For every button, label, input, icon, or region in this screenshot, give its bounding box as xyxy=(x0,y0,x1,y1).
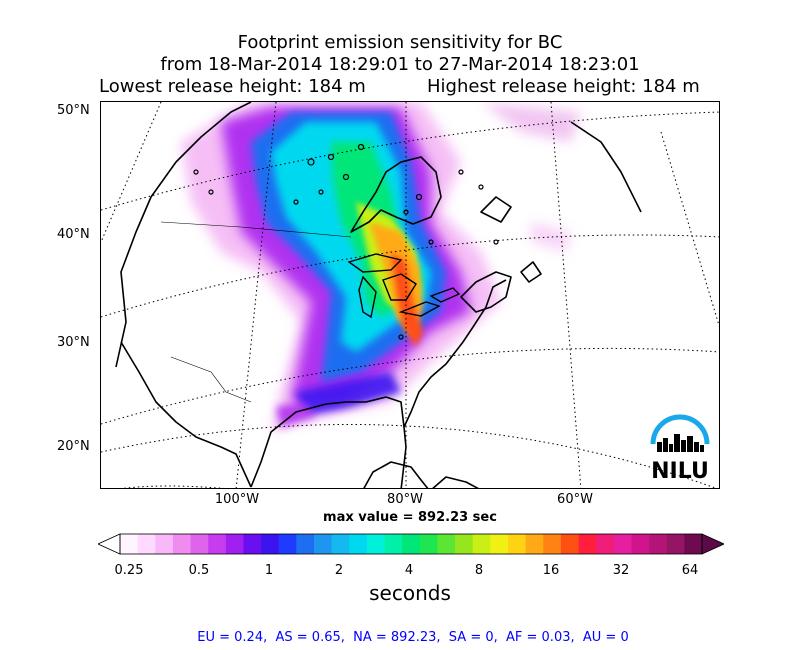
graticule xyxy=(101,102,719,488)
lon-label-100w: 100°W xyxy=(214,492,260,507)
colorbar-cell xyxy=(525,534,544,554)
colorbar-cell xyxy=(331,534,350,554)
max-value: max value = 892.23 sec xyxy=(323,510,497,525)
lakes-islands xyxy=(193,143,499,340)
lowest-release-height: Lowest release height: 184 m xyxy=(99,76,366,97)
borders xyxy=(160,221,352,403)
colorbar-cell xyxy=(208,534,227,554)
great-lakes xyxy=(347,253,461,319)
colorbar-cell xyxy=(314,534,332,554)
colorbar-cell xyxy=(490,534,509,554)
colorbar-cell xyxy=(543,534,562,554)
sensitivity-field xyxy=(181,102,581,432)
lat-label-50n: 50°N xyxy=(57,103,90,118)
colorbar-tick-2: 2 xyxy=(334,563,344,578)
colorbar-cell xyxy=(190,534,209,554)
colorbar-cell xyxy=(384,534,403,554)
lat-label-30n: 30°N xyxy=(57,335,90,350)
colorbar-cell xyxy=(402,534,421,554)
colorbar-cell xyxy=(137,534,156,554)
nilu-logo-text: NILU xyxy=(651,459,709,484)
colorbar-cell xyxy=(278,534,297,554)
footprint-map xyxy=(101,102,719,488)
lat-label-20n: 20°N xyxy=(57,439,90,454)
lon-label-60w: 60°W xyxy=(557,492,593,507)
map-panel xyxy=(100,101,720,489)
time-range: from 18-Mar-2014 18:29:01 to 27-Mar-2014… xyxy=(160,54,640,75)
colorbar-tick-16: 16 xyxy=(542,563,560,578)
colorbar-cell xyxy=(666,534,685,554)
colorbar-tick-1: 1 xyxy=(264,563,274,578)
colorbar-cell xyxy=(508,534,526,554)
colorbar-cell xyxy=(613,534,632,554)
colorbar-cell xyxy=(472,534,491,554)
colorbar-tick-64: 64 xyxy=(681,563,699,578)
colorbar-cell xyxy=(243,534,262,554)
colorbar-cell xyxy=(419,534,438,554)
colorbar-tick-8: 8 xyxy=(474,563,484,578)
colorbar-cell xyxy=(225,534,244,554)
plot-title: Footprint emission sensitivity for BC xyxy=(237,32,563,53)
colorbar-cell xyxy=(296,534,315,554)
nilu-logo-graphic: NILU xyxy=(650,414,710,484)
colorbar-tick-32: 32 xyxy=(612,563,630,578)
colorbar-tick-4: 4 xyxy=(404,563,414,578)
lon-label-80w: 80°W xyxy=(387,492,423,507)
lat-label-40n: 40°N xyxy=(57,227,90,242)
colorbar-cell xyxy=(366,534,385,554)
colorbar-tick-0.25: 0.25 xyxy=(114,563,144,578)
colorbar xyxy=(98,533,724,555)
colorbar-units: seconds xyxy=(369,581,451,605)
colorbar-cell xyxy=(684,534,703,554)
colorbar-tick-0.5: 0.5 xyxy=(188,563,210,578)
colorbar-cell xyxy=(437,534,456,554)
colorbar-cell xyxy=(155,534,174,554)
colorbar-under-arrow xyxy=(98,533,121,555)
coastlines xyxy=(115,102,642,488)
colorbar-cell xyxy=(261,534,280,554)
region-summary: EU = 0.24, AS = 0.65, NA = 892.23, SA = … xyxy=(197,630,629,645)
colorbar-cell xyxy=(631,534,650,554)
colorbar-cell xyxy=(578,534,597,554)
colorbar-cell xyxy=(172,534,191,554)
colorbar-cell xyxy=(120,534,138,554)
colorbar-cell xyxy=(649,534,668,554)
highest-release-height: Highest release height: 184 m xyxy=(427,76,700,97)
colorbar-cell xyxy=(349,534,368,554)
colorbar-cell xyxy=(596,534,615,554)
colorbar-over-arrow xyxy=(701,533,724,555)
nilu-logo: NILU xyxy=(645,412,715,484)
colorbar-cell xyxy=(455,534,474,554)
colorbar-cell xyxy=(560,534,579,554)
